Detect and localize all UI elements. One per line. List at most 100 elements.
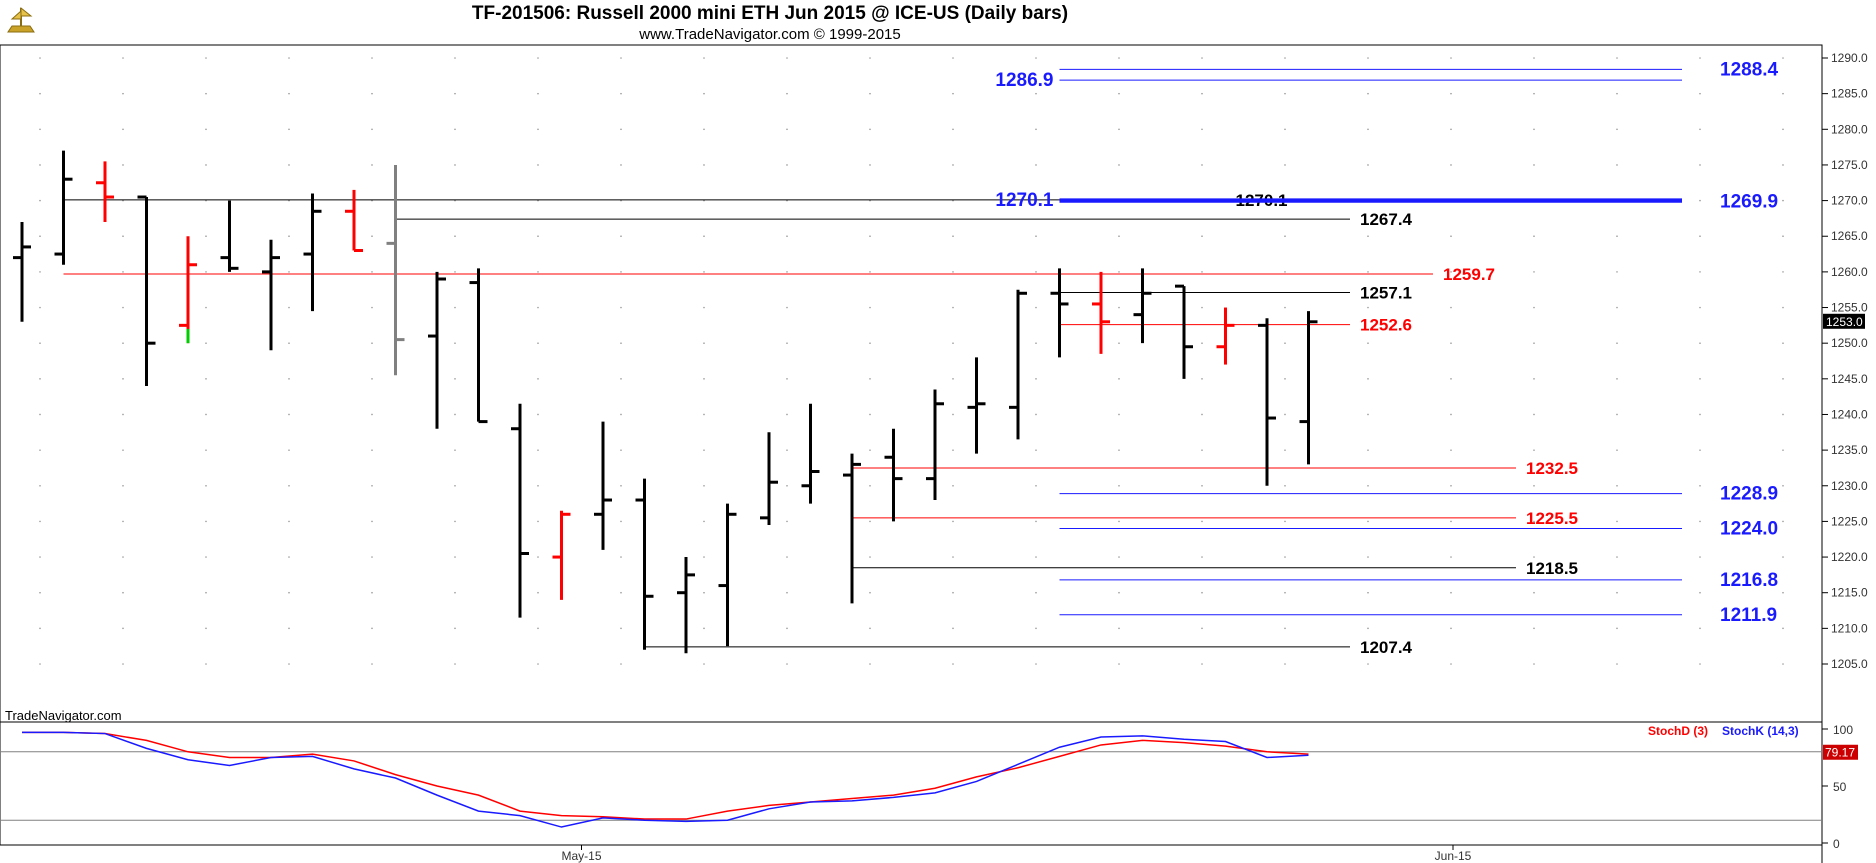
grid-dot [205, 556, 207, 558]
osc-series-line [22, 731, 1309, 828]
grid-dot [1699, 663, 1701, 665]
osc-y-tick-label: 0 [1833, 837, 1840, 851]
y-tick-label: 1215.0 [1831, 586, 1868, 600]
grid-dot [1284, 342, 1286, 344]
grid-dot [454, 378, 456, 380]
grid-dot [1201, 556, 1203, 558]
ohlc-bar [843, 453, 861, 604]
grid-dot [1616, 235, 1618, 238]
grid-dot [288, 128, 290, 131]
grid-dot [703, 591, 705, 594]
grid-dot [1533, 164, 1535, 166]
grid-dot [1533, 520, 1535, 523]
ohlc-bar [469, 268, 488, 424]
grid-dot [1367, 591, 1369, 594]
grid-dot [39, 342, 41, 344]
grid-dot [1616, 663, 1618, 665]
grid-dot [205, 591, 207, 594]
grid-dot [288, 306, 290, 309]
ohlc-bar [428, 271, 446, 429]
grid-dot [1699, 235, 1701, 238]
osc-series-line [22, 731, 1309, 820]
grid-dot [1118, 92, 1120, 95]
grid-dot [454, 92, 456, 95]
grid-dot [952, 591, 954, 594]
grid-dot [1367, 235, 1369, 238]
ohlc-bar [511, 403, 529, 618]
grid-dot [537, 342, 539, 344]
grid-dot [371, 556, 373, 558]
grid-dot [205, 271, 207, 273]
grid-dot [122, 271, 124, 273]
ohlc-bar [594, 421, 612, 550]
grid-dot [869, 591, 871, 594]
grid-dot [1782, 484, 1784, 487]
grid-dot [39, 271, 41, 273]
grid-dot [1450, 627, 1452, 630]
grid-dot [288, 378, 290, 380]
grid-dot [371, 591, 373, 594]
grid-dot [205, 164, 207, 166]
grid-dot [1284, 627, 1286, 630]
grid-dot [1699, 378, 1701, 380]
last-price-box [1823, 313, 1865, 329]
grid-dot [454, 556, 456, 558]
level-label: 1257.1 [1360, 284, 1412, 303]
grid-dot [1450, 520, 1452, 523]
grid-dot [1201, 484, 1203, 487]
grid-dot [371, 520, 373, 523]
x-tick-label: Jun-15 [1435, 849, 1472, 863]
grid-dot [1616, 128, 1618, 131]
grid-dot [371, 378, 373, 380]
grid-dot [205, 627, 207, 630]
grid-dot [1035, 449, 1037, 451]
grid-dot [703, 520, 705, 523]
level-label: 1218.5 [1526, 559, 1578, 578]
grid-dot [288, 663, 290, 665]
ohlc-bar [801, 403, 820, 504]
grid-dot [1450, 378, 1452, 380]
grid-dot [1782, 627, 1784, 630]
grid-dot [205, 306, 207, 309]
grid-dot [288, 449, 290, 451]
grid-dot [537, 413, 539, 416]
grid-dot [620, 164, 622, 166]
grid-dot [1367, 128, 1369, 131]
grid-dot [1782, 342, 1784, 344]
grid-dot [1035, 520, 1037, 523]
grid-dot [537, 484, 539, 487]
grid-dot [869, 164, 871, 166]
grid-dot [537, 449, 539, 451]
grid-dot [1035, 663, 1037, 665]
grid-dot [1201, 92, 1203, 95]
grid-dot [537, 92, 539, 95]
grid-dot [1533, 128, 1535, 131]
y-tick-label: 1290.0 [1831, 51, 1868, 65]
grid-dot [1699, 342, 1701, 344]
ohlc-bar [1299, 311, 1318, 465]
level-label: 1232.5 [1526, 459, 1578, 478]
grid-dot [620, 92, 622, 95]
grid-dot [371, 92, 373, 95]
grid-dot [288, 92, 290, 95]
grid-dot [1616, 306, 1618, 309]
grid-dot [1118, 520, 1120, 523]
grid-dot [1201, 128, 1203, 131]
grid-dot [1450, 556, 1452, 558]
grid-dot [39, 484, 41, 487]
grid-dot [1616, 342, 1618, 344]
grid-dot [620, 342, 622, 344]
grid-dot [1284, 591, 1286, 594]
grid-dot [205, 413, 207, 416]
grid-dot [786, 92, 788, 95]
grid-dot [1367, 449, 1369, 451]
ohlc-bar [54, 150, 73, 265]
grid-dot [703, 556, 705, 558]
grid-dot [1450, 413, 1452, 416]
grid-dot [288, 271, 290, 273]
osc-y-tick-label: 50 [1833, 780, 1847, 794]
ohlc-bar [1092, 271, 1110, 354]
grid-dot [454, 413, 456, 416]
grid-dot [454, 520, 456, 523]
grid-dot [39, 164, 41, 166]
